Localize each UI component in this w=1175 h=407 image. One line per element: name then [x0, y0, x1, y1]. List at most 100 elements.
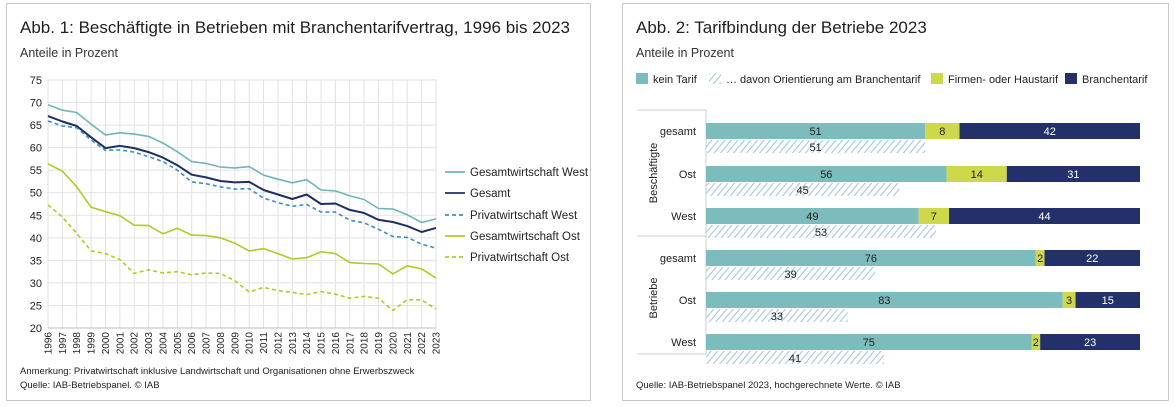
- series-line: [47, 120, 437, 249]
- x-tick-label: 2020: [388, 332, 399, 355]
- group-label: Beschäftigte: [648, 143, 660, 204]
- data-label: 76: [865, 253, 877, 265]
- bar-orientierung-branchentarif: [706, 309, 848, 322]
- bar-firmen-haustarif: [1031, 334, 1041, 350]
- series-line: [47, 115, 437, 233]
- x-tick-label: 2009: [230, 332, 241, 355]
- y-tick-label: 75: [30, 75, 42, 87]
- data-label: 51: [809, 126, 821, 138]
- legend-swatch: [931, 73, 943, 84]
- x-tick-label: 2001: [115, 332, 126, 355]
- data-label: 49: [806, 211, 818, 223]
- y-tick-label: 65: [30, 120, 42, 132]
- category-label: West: [671, 337, 696, 349]
- category-label: West: [671, 211, 696, 223]
- bar-firmen-haustarif: [918, 208, 950, 224]
- x-tick-label: 2008: [216, 332, 227, 355]
- bar-firmen-haustarif: [925, 123, 960, 139]
- category-label: gesamt: [660, 126, 696, 138]
- y-tick-label: 30: [30, 278, 42, 290]
- legend-swatch: [709, 73, 721, 84]
- bar-orientierung-branchentarif: [706, 183, 900, 196]
- legend-label: Branchentarif: [1082, 74, 1148, 86]
- bar-kein-tarif: [706, 166, 947, 182]
- data-label: 45: [797, 185, 809, 197]
- bar-orientierung-branchentarif: [706, 351, 884, 364]
- bar-kein-tarif: [706, 208, 919, 224]
- y-tick-label: 55: [30, 165, 42, 177]
- y-tick-label: 60: [30, 143, 42, 155]
- data-label: 2: [1033, 337, 1039, 349]
- bar-kein-tarif: [706, 250, 1036, 266]
- x-tick-label: 2005: [173, 332, 184, 355]
- y-tick-label: 70: [30, 98, 42, 110]
- x-tick-label: 2013: [288, 332, 299, 355]
- data-label: 41: [789, 353, 801, 365]
- x-tick-label: 1997: [58, 332, 69, 355]
- x-tick-label: 2002: [130, 332, 141, 355]
- x-tick-label: 2012: [273, 332, 284, 355]
- legend-label: Firmen- oder Haustarif: [948, 74, 1059, 86]
- data-label: 42: [1044, 126, 1056, 138]
- data-label: 33: [771, 311, 783, 323]
- data-label: 75: [863, 337, 875, 349]
- data-label: 51: [809, 142, 821, 154]
- x-tick-label: 2016: [331, 332, 342, 355]
- bar-kein-tarif: [706, 123, 926, 139]
- y-tick-label: 35: [30, 255, 42, 267]
- line-chart: 20 25 30 35 40 45 50 55 60 65 70 75 1996 1997 1998 1999…: [30, 75, 589, 355]
- data-label: 44: [1038, 211, 1050, 223]
- x-tick-label: 2007: [202, 332, 213, 355]
- data-label: 31: [1067, 169, 1079, 181]
- series-line: [47, 104, 437, 224]
- x-tick-label: 2000: [101, 332, 112, 355]
- data-label: 8: [939, 126, 945, 138]
- bar-firmen-haustarif: [1035, 250, 1045, 266]
- chart-subtitle: Anteile in Prozent: [636, 46, 734, 60]
- bar-branchentarif: [949, 208, 1140, 224]
- x-tick-label: 2022: [417, 332, 428, 355]
- legend-label: Gesamt: [470, 188, 511, 200]
- data-label: 39: [785, 269, 797, 281]
- legend-label: Gesamtwirtschaft West: [470, 167, 589, 179]
- chart-title: Abb. 2: Tarifbindung der Betriebe 2023: [636, 18, 927, 37]
- data-label: 2: [1037, 253, 1043, 265]
- y-tick-label: 40: [30, 233, 42, 245]
- chart-subtitle: Anteile in Prozent: [20, 46, 118, 60]
- data-label: 7: [931, 211, 937, 223]
- legend-label: Gesamtwirtschaft Ost: [470, 231, 581, 243]
- bar-firmen-haustarif: [1062, 292, 1076, 308]
- x-tick-label: 2014: [302, 332, 313, 355]
- chart-source: Quelle: IAB-Betriebspanel. © IAB: [20, 380, 160, 391]
- category-label: Ost: [679, 295, 696, 307]
- legend-swatch: [636, 73, 648, 84]
- y-tick-label: 50: [30, 188, 42, 200]
- stacked-bar-chart: kein Tarif … davon Orientierung am Branch…: [636, 73, 1148, 365]
- category-label: gesamt: [660, 253, 696, 265]
- x-tick-label: 2018: [360, 332, 371, 355]
- line-chart-panel: Abb. 1: Beschäftigte in Betrieben mit Br…: [6, 3, 591, 401]
- data-label: 83: [878, 295, 890, 307]
- x-tick-label: 2003: [144, 332, 155, 355]
- data-label: 3: [1066, 295, 1072, 307]
- bar-orientierung-branchentarif: [706, 267, 876, 280]
- x-tick-label: 1998: [72, 332, 83, 355]
- x-tick-label: 2006: [187, 332, 198, 355]
- legend-label: Privatwirtschaft West: [470, 210, 578, 222]
- bar-branchentarif: [1040, 334, 1140, 350]
- x-tick-label: 2015: [317, 332, 328, 355]
- data-label: 53: [815, 227, 827, 239]
- bar-firmen-haustarif: [946, 166, 1007, 182]
- legend-label: … davon Orientierung am Branchentarif: [726, 74, 921, 86]
- bar-branchentarif: [1075, 292, 1140, 308]
- legend-label: Privatwirtschaft Ost: [470, 252, 570, 264]
- y-tick-label: 45: [30, 210, 42, 222]
- group-label: Betriebe: [648, 278, 660, 319]
- x-tick-label: 2023: [432, 332, 443, 355]
- y-tick-label: 20: [30, 323, 42, 335]
- bar-kein-tarif: [706, 334, 1032, 350]
- x-tick-label: 2011: [259, 332, 270, 354]
- data-label: 22: [1086, 253, 1098, 265]
- x-tick-label: 2010: [245, 332, 256, 355]
- x-tick-label: 2021: [403, 332, 414, 355]
